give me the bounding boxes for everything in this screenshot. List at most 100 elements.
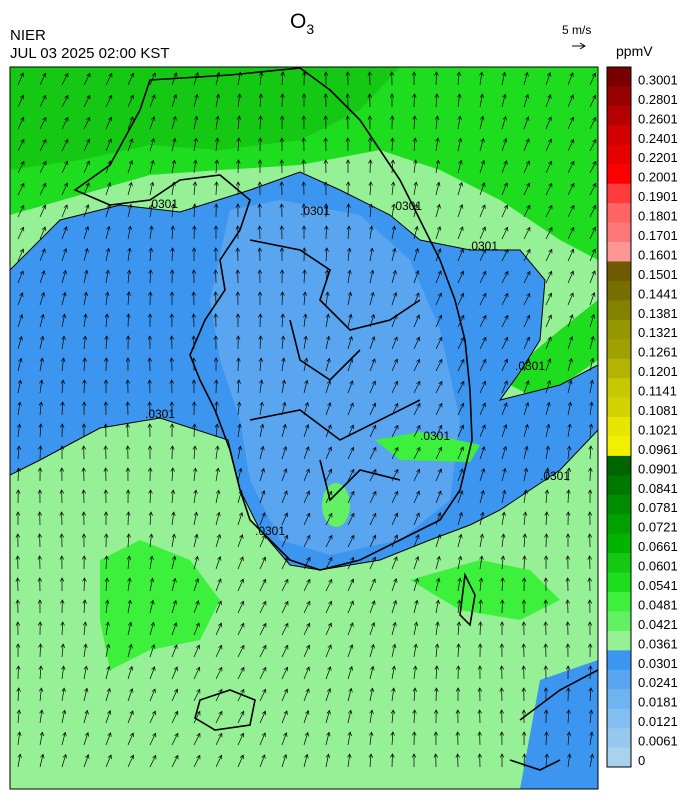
wind-arrow bbox=[213, 313, 218, 328]
wind-arrow bbox=[235, 181, 241, 196]
wind-arrow bbox=[281, 710, 288, 724]
wind-arrow bbox=[81, 401, 87, 416]
wind-arrow bbox=[103, 401, 109, 416]
wind-arrow bbox=[501, 380, 508, 394]
wind-arrow bbox=[193, 710, 201, 724]
wind-arrow bbox=[435, 446, 443, 460]
wind-arrow bbox=[413, 577, 419, 592]
wind-arrow bbox=[149, 621, 155, 636]
wind-arrow bbox=[125, 423, 130, 438]
colorbar-label: 0.1021 bbox=[638, 422, 678, 437]
wind-arrow bbox=[456, 71, 462, 86]
colorbar-swatch bbox=[607, 378, 631, 399]
wind-arrow bbox=[214, 379, 219, 394]
wind-arrow bbox=[368, 731, 374, 746]
wind-arrow bbox=[59, 577, 65, 592]
wind-arrow bbox=[587, 621, 593, 636]
wind-arrow bbox=[501, 138, 508, 152]
wind-arrow bbox=[281, 753, 288, 768]
wind-arrow bbox=[435, 225, 442, 240]
wind-arrow bbox=[105, 203, 111, 218]
low-ozone-region-south-east bbox=[520, 660, 598, 789]
wind-arrow bbox=[369, 512, 377, 526]
wind-arrow bbox=[61, 204, 68, 218]
wind-arrow bbox=[346, 203, 351, 218]
wind-arrow bbox=[457, 137, 463, 152]
wind-arrow bbox=[237, 622, 245, 636]
wind-arrow bbox=[259, 445, 265, 460]
wind-arrow bbox=[587, 533, 593, 548]
wind-arrow bbox=[567, 116, 575, 130]
wind-arrow bbox=[215, 732, 223, 746]
wind-arrow bbox=[501, 511, 506, 526]
wind-arrow bbox=[39, 291, 46, 306]
colorbar-swatch bbox=[607, 144, 631, 165]
wind-arrow bbox=[127, 203, 133, 218]
title-subscript: 3 bbox=[306, 21, 314, 37]
wind-arrow bbox=[303, 512, 311, 526]
wind-arrow bbox=[413, 292, 420, 306]
wind-arrow bbox=[523, 292, 531, 306]
wind-arrow bbox=[127, 710, 134, 724]
colorbar-swatch bbox=[607, 708, 631, 729]
colorbar-label: 0.0841 bbox=[638, 481, 678, 496]
wind-arrow bbox=[567, 401, 573, 416]
wind-arrow bbox=[39, 226, 46, 240]
wind-arrow bbox=[588, 665, 593, 680]
colorbar-swatch bbox=[607, 650, 631, 671]
wind-arrow bbox=[16, 467, 21, 482]
wind-arrow bbox=[105, 138, 112, 152]
wind-arrow bbox=[281, 534, 289, 548]
province-borders bbox=[249, 239, 421, 502]
wind-arrows bbox=[15, 71, 597, 768]
wind-arrow bbox=[215, 115, 220, 130]
wind-arrow bbox=[391, 402, 399, 416]
wind-arrow bbox=[126, 511, 131, 526]
wind-arrow bbox=[479, 467, 486, 482]
wind-arrow bbox=[368, 181, 373, 196]
wind-arrow bbox=[347, 622, 354, 636]
wind-arrow bbox=[257, 269, 263, 284]
wind-arrow bbox=[279, 137, 285, 152]
wind-arrow bbox=[259, 666, 267, 680]
colorbar-swatch bbox=[607, 242, 631, 262]
wind-arrow bbox=[37, 467, 43, 482]
wind-arrow bbox=[39, 72, 47, 86]
wind-arrow bbox=[104, 533, 109, 548]
wind-arrow bbox=[38, 665, 43, 680]
wind-arrow bbox=[413, 225, 419, 240]
wind-arrow bbox=[147, 357, 152, 372]
wind-arrow bbox=[545, 445, 550, 460]
wind-arrow bbox=[303, 666, 310, 680]
wind-arrow bbox=[347, 291, 353, 306]
wind-arrow bbox=[391, 556, 398, 570]
green-region-east bbox=[500, 300, 598, 400]
colorbar-label: 0.0481 bbox=[638, 597, 678, 612]
wind-arrow bbox=[17, 292, 24, 306]
wind-arrow bbox=[303, 335, 308, 350]
wind-arrow bbox=[301, 137, 306, 152]
wind-arrow bbox=[543, 577, 549, 592]
wind-arrow bbox=[39, 379, 44, 394]
wind-arrow bbox=[501, 226, 509, 240]
wind-arrow bbox=[105, 599, 110, 614]
wind-arrow bbox=[259, 556, 267, 570]
wind-arrow bbox=[457, 511, 463, 526]
wind-arrow bbox=[501, 182, 508, 196]
wind-arrow bbox=[171, 511, 176, 526]
wind-arrow bbox=[15, 621, 21, 636]
wind-arrow bbox=[61, 731, 67, 746]
wind-arrow bbox=[479, 380, 487, 394]
wind-arrow bbox=[104, 357, 109, 372]
wind-arrow bbox=[479, 182, 486, 196]
wind-arrow bbox=[589, 357, 595, 372]
wind-arrow bbox=[347, 380, 354, 394]
wind-arrow bbox=[236, 401, 242, 416]
wind-arrow bbox=[413, 490, 421, 504]
wind-arrow bbox=[325, 468, 333, 482]
wind-arrow bbox=[127, 754, 135, 768]
wind-arrow bbox=[259, 578, 267, 592]
wind-arrow bbox=[171, 93, 178, 108]
wind-arrow bbox=[435, 380, 443, 394]
wind-arrow bbox=[325, 556, 333, 570]
